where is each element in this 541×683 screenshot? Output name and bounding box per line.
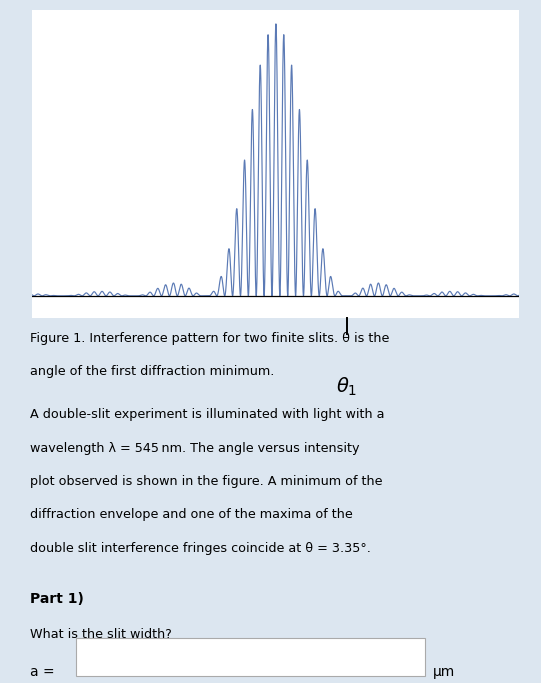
Text: A double-slit experiment is illuminated with light with a: A double-slit experiment is illuminated … [30, 408, 384, 421]
Text: μm: μm [433, 665, 455, 679]
Text: $\theta_1$: $\theta_1$ [336, 376, 358, 398]
Text: double slit interference fringes coincide at θ = 3.35°.: double slit interference fringes coincid… [30, 542, 371, 555]
Text: Part 1): Part 1) [30, 591, 84, 606]
Text: What is the slit width?: What is the slit width? [30, 628, 171, 641]
Text: a =: a = [30, 665, 55, 679]
Text: plot observed is shown in the figure. A minimum of the: plot observed is shown in the figure. A … [30, 475, 382, 488]
Text: Figure 1. Interference pattern for two finite slits. θ is the: Figure 1. Interference pattern for two f… [30, 332, 389, 345]
Text: angle of the first diffraction minimum.: angle of the first diffraction minimum. [30, 365, 274, 378]
Text: wavelength λ = 545 nm. The angle versus intensity: wavelength λ = 545 nm. The angle versus … [30, 442, 359, 455]
Text: diffraction envelope and one of the maxima of the: diffraction envelope and one of the maxi… [30, 508, 353, 521]
FancyBboxPatch shape [76, 639, 425, 675]
